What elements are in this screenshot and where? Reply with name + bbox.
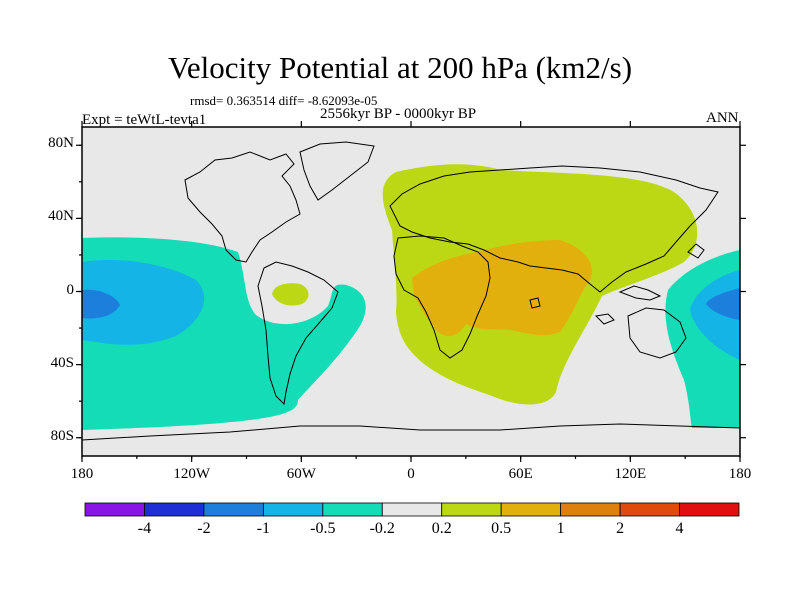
colorbar-swatch bbox=[679, 502, 740, 517]
colorbar bbox=[84, 502, 740, 517]
axis-ticks bbox=[76, 121, 746, 462]
colorbar-swatch bbox=[381, 502, 443, 517]
positive-region-core bbox=[412, 240, 592, 337]
colorbar-label: 2 bbox=[616, 520, 625, 537]
colorbar-label: -0.5 bbox=[310, 520, 336, 537]
colorbar-swatch bbox=[500, 502, 562, 517]
colorbar-label: 0.5 bbox=[491, 520, 512, 537]
colorbar-label: 1 bbox=[556, 520, 565, 537]
colorbar-label: -1 bbox=[256, 520, 271, 537]
lon-label-180w: 180 bbox=[70, 466, 94, 482]
colorbar-swatch bbox=[84, 502, 145, 517]
experiment-label: Expt = teWtL-tevta1 bbox=[82, 112, 207, 128]
colorbar-swatch bbox=[619, 502, 680, 517]
colorbar-swatch bbox=[560, 502, 621, 517]
colorbar-label: 0.2 bbox=[431, 520, 452, 537]
negative-region-pacific-east-core bbox=[706, 288, 740, 320]
lon-label-0: 0 bbox=[407, 466, 415, 482]
lat-label-40s: 40S bbox=[50, 354, 74, 371]
colorbar-swatch bbox=[441, 502, 502, 517]
lon-label-60w: 60W bbox=[286, 466, 316, 482]
colorbar-swatch bbox=[203, 502, 264, 517]
colorbar-label: 4 bbox=[675, 520, 684, 537]
period-label: 2556kyr BP - 0000kyr BP bbox=[320, 106, 477, 122]
contour-fields bbox=[82, 127, 740, 456]
plot-title: Velocity Potential at 200 hPa (km2/s) bbox=[167, 50, 633, 85]
colorbar-swatch bbox=[262, 502, 324, 517]
lat-label-80s: 80S bbox=[50, 427, 74, 444]
coastline-australia bbox=[627, 307, 687, 359]
coastline-antarctica bbox=[82, 423, 740, 441]
positive-region-amazon bbox=[272, 283, 309, 306]
lon-label-120e: 120E bbox=[614, 466, 647, 482]
colorbar-label: -2 bbox=[197, 520, 211, 537]
lat-label-40n: 40N bbox=[48, 208, 74, 225]
negative-region-pacific-west-inner bbox=[82, 260, 205, 345]
negative-region-pacific-west-core bbox=[82, 289, 120, 319]
colorbar-label: -0.2 bbox=[369, 520, 395, 537]
colorbar-swatch bbox=[322, 502, 383, 517]
colorbar-label: -4 bbox=[137, 520, 152, 537]
coastline-greenland bbox=[299, 141, 375, 201]
coastlines bbox=[82, 141, 740, 441]
colorbar-swatch bbox=[144, 502, 205, 517]
coastline-africa bbox=[393, 235, 491, 359]
lat-label-eq: 0 bbox=[66, 281, 75, 298]
lon-label-180e: 180 bbox=[728, 466, 752, 482]
coastline-north-america bbox=[184, 151, 301, 263]
lon-label-60e: 60E bbox=[508, 466, 533, 482]
season-label: ANN bbox=[706, 110, 739, 126]
stats-text: rmsd= 0.363514 diff= -8.62093e-05 bbox=[190, 93, 378, 108]
lat-label-80n: 80N bbox=[48, 135, 74, 152]
coastline-europe-asia bbox=[389, 165, 719, 293]
coastline-south-america bbox=[257, 261, 339, 406]
coastline-islands bbox=[529, 243, 705, 325]
lon-label-120w: 120W bbox=[173, 466, 210, 482]
